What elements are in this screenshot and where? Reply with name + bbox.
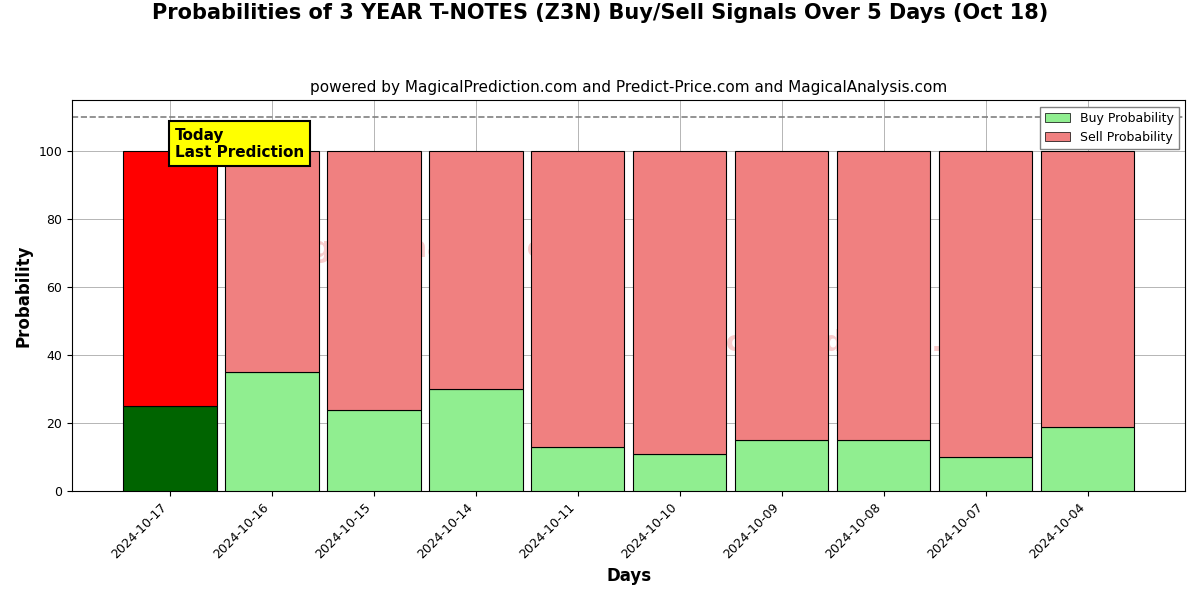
Text: Probabilities of 3 YEAR T-NOTES (Z3N) Buy/Sell Signals Over 5 Days (Oct 18): Probabilities of 3 YEAR T-NOTES (Z3N) Bu…: [152, 3, 1048, 23]
Legend: Buy Probability, Sell Probability: Buy Probability, Sell Probability: [1040, 107, 1178, 149]
Bar: [836, 440, 930, 491]
Bar: [632, 454, 726, 491]
Bar: [938, 457, 1032, 491]
Bar: [122, 151, 216, 406]
Bar: [938, 151, 1032, 457]
Bar: [428, 151, 522, 389]
X-axis label: Days: Days: [606, 567, 652, 585]
Bar: [734, 440, 828, 491]
Bar: [734, 151, 828, 440]
Title: powered by MagicalPrediction.com and Predict-Price.com and MagicalAnalysis.com: powered by MagicalPrediction.com and Pre…: [310, 80, 947, 95]
Bar: [632, 151, 726, 454]
Y-axis label: Probability: Probability: [16, 245, 34, 347]
Bar: [530, 151, 624, 447]
Bar: [1040, 151, 1134, 427]
Bar: [836, 151, 930, 440]
Bar: [326, 151, 420, 410]
Text: MagicalPrediction.com: MagicalPrediction.com: [650, 329, 1007, 357]
Bar: [530, 447, 624, 491]
Bar: [224, 372, 318, 491]
Bar: [224, 151, 318, 372]
Bar: [428, 389, 522, 491]
Bar: [122, 406, 216, 491]
Bar: [326, 410, 420, 491]
Text: MagicalAnalysis.com: MagicalAnalysis.com: [265, 235, 592, 263]
Text: Today
Last Prediction: Today Last Prediction: [175, 128, 304, 160]
Bar: [1040, 427, 1134, 491]
